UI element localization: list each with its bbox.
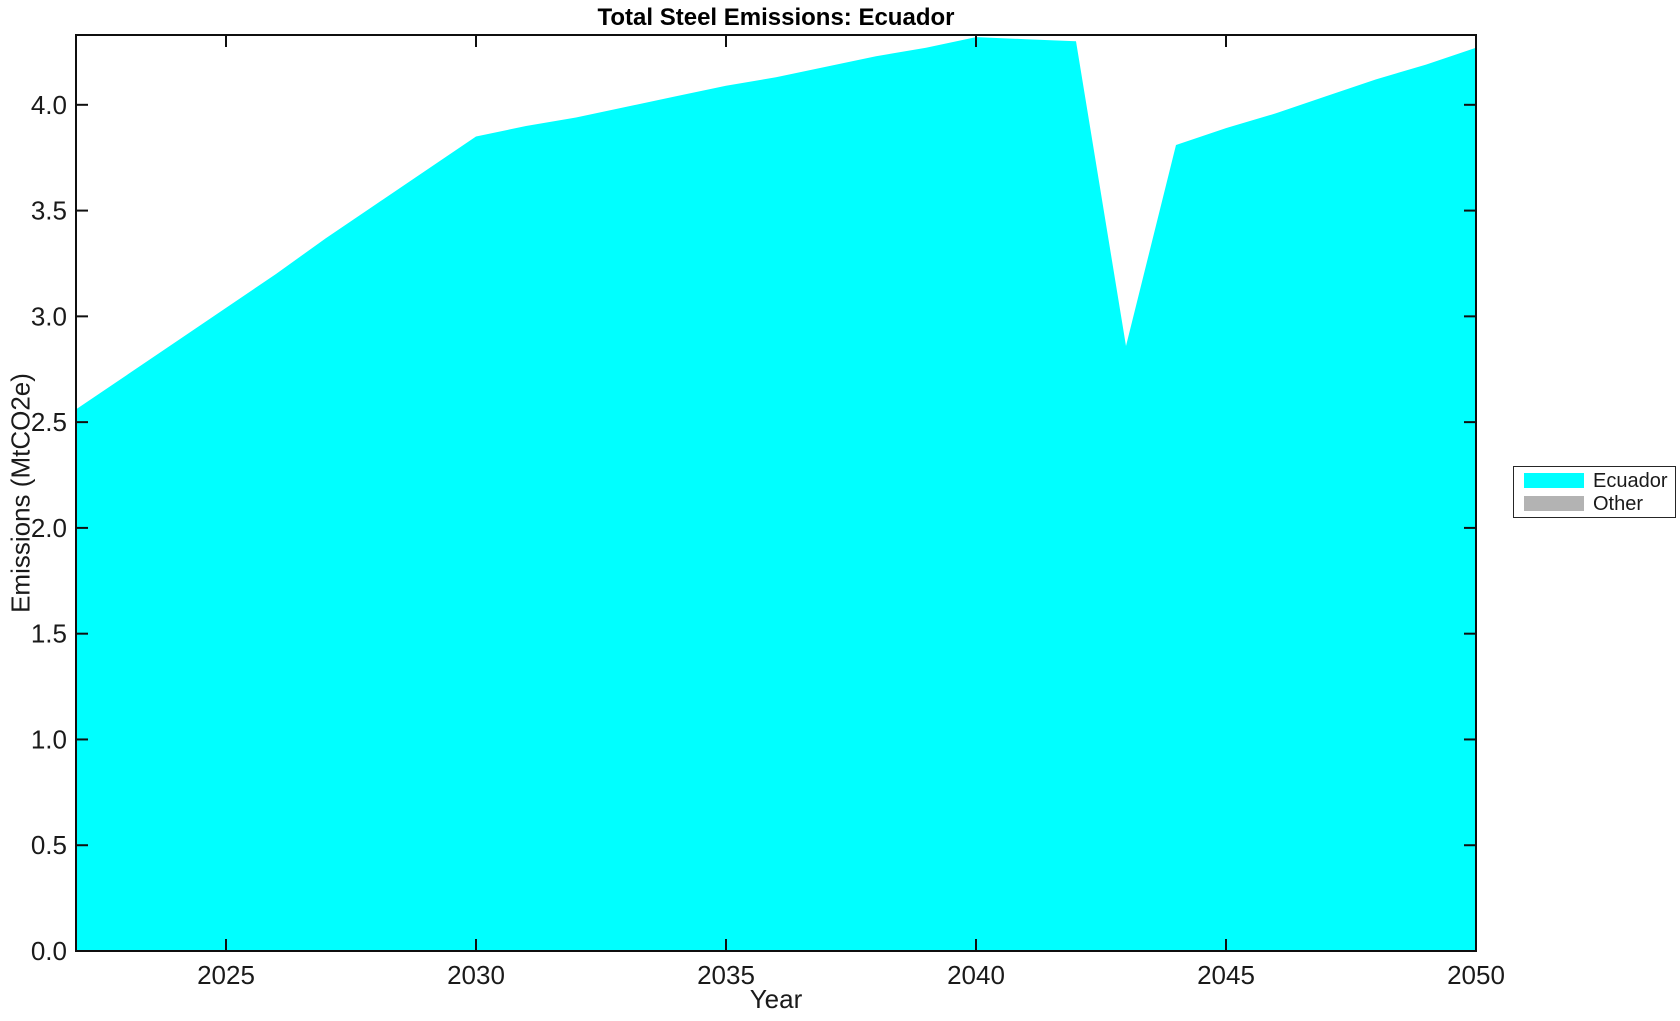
y-tick-label: 1.0 bbox=[31, 724, 67, 754]
x-tick-label: 2045 bbox=[1197, 960, 1255, 990]
plot-border bbox=[75, 34, 1477, 952]
y-tick-label: 2.0 bbox=[31, 513, 67, 543]
y-tick-label: 1.5 bbox=[31, 619, 67, 649]
y-tick-label: 0.0 bbox=[31, 936, 67, 966]
x-tick-label: 2035 bbox=[697, 960, 755, 990]
area-ecuador bbox=[76, 37, 1476, 952]
legend-swatch-other-icon bbox=[1524, 496, 1584, 511]
x-axis-label: Year bbox=[749, 984, 803, 1014]
chart-title: Total Steel Emissions: Ecuador bbox=[597, 4, 955, 31]
x-tick-label: 2025 bbox=[197, 960, 255, 990]
y-tick-label: 3.5 bbox=[31, 196, 67, 226]
legend-swatch-ecuador-icon bbox=[1524, 473, 1584, 488]
legend-item-other: Other bbox=[1524, 494, 1675, 514]
legend-label-other: Other bbox=[1593, 492, 1644, 515]
legend-label-ecuador: Ecuador bbox=[1593, 469, 1668, 492]
x-tick-label: 2030 bbox=[447, 960, 505, 990]
x-tick-label: 2040 bbox=[947, 960, 1005, 990]
y-tick-label: 0.5 bbox=[31, 830, 67, 860]
y-tick-label: 2.5 bbox=[31, 407, 67, 437]
legend: Ecuador Other bbox=[1513, 466, 1676, 518]
y-tick-label: 3.0 bbox=[31, 301, 67, 331]
y-tick-label: 4.0 bbox=[31, 90, 67, 120]
y-axis-label: Emissions (MtCO2e) bbox=[5, 373, 36, 613]
legend-item-ecuador: Ecuador bbox=[1524, 471, 1675, 491]
x-tick-label: 2050 bbox=[1447, 960, 1505, 990]
